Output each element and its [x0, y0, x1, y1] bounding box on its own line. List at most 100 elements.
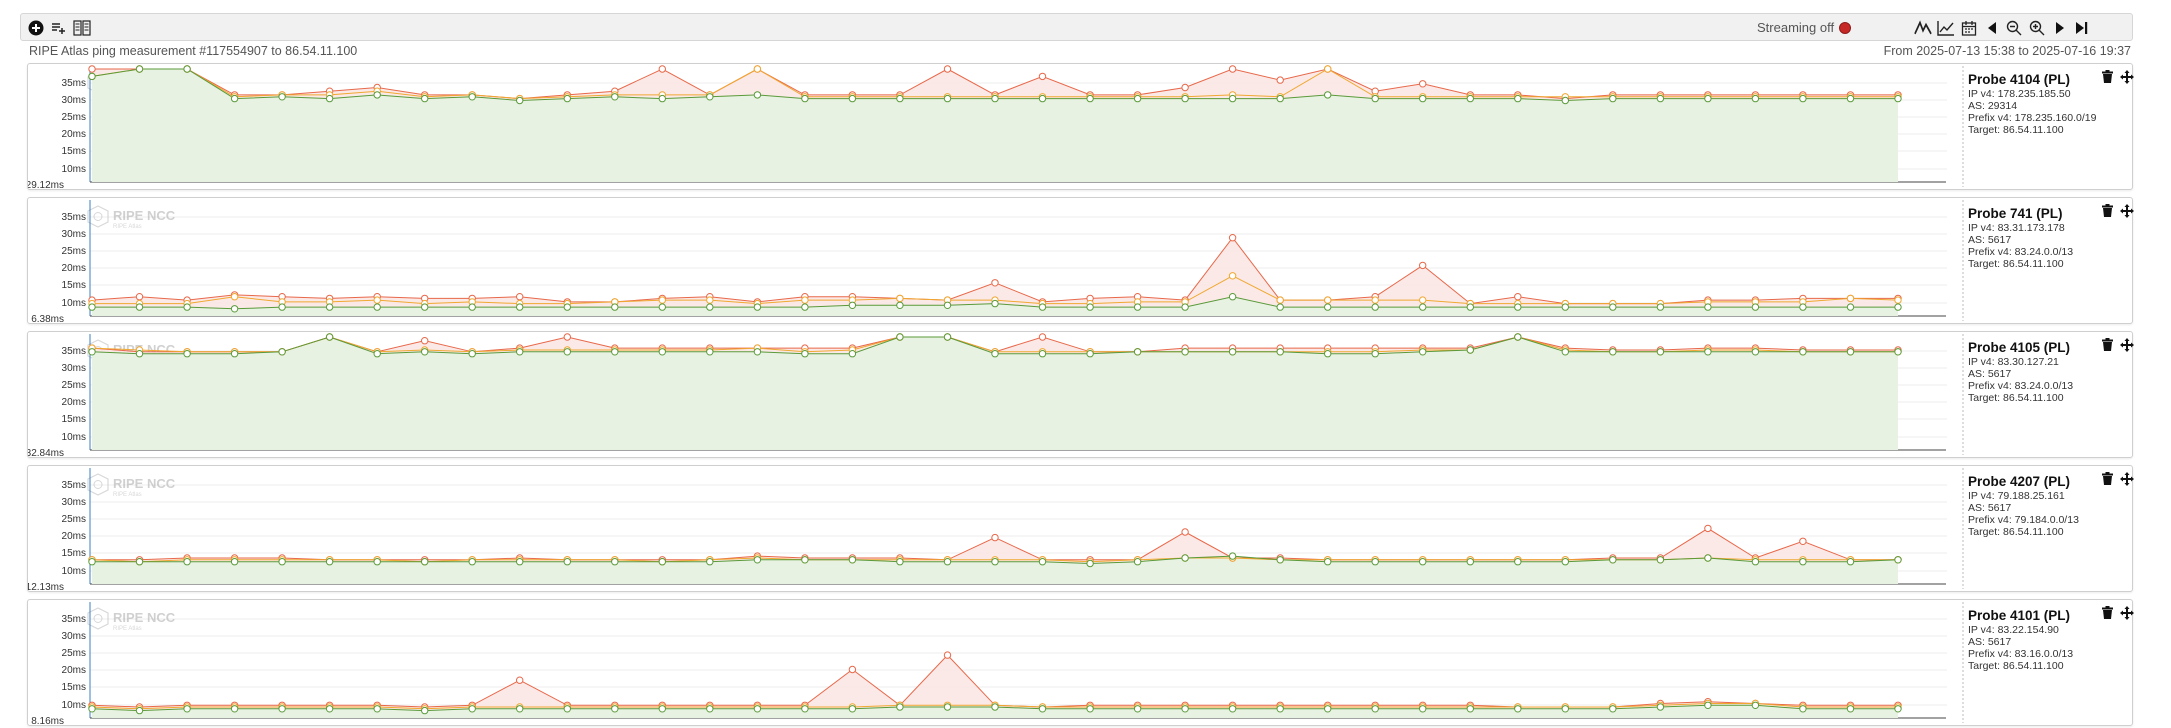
data-point-min[interactable]	[183, 303, 191, 311]
data-point-min[interactable]	[373, 303, 381, 311]
data-point-avg[interactable]	[373, 296, 381, 304]
data-point-avg[interactable]	[658, 296, 666, 304]
data-point-min[interactable]	[706, 558, 714, 566]
data-point-min[interactable]	[896, 558, 904, 566]
data-point-min[interactable]	[1038, 350, 1047, 358]
data-point-avg[interactable]	[753, 65, 762, 73]
data-point-max[interactable]	[991, 279, 999, 287]
data-point-min[interactable]	[706, 705, 714, 713]
data-point-min[interactable]	[1894, 556, 1902, 564]
data-point-min[interactable]	[1086, 94, 1094, 103]
data-point-min[interactable]	[88, 72, 96, 81]
data-point-min[interactable]	[468, 93, 476, 101]
data-point-min[interactable]	[1181, 94, 1189, 103]
data-point-min[interactable]	[1514, 558, 1522, 566]
data-point-min[interactable]	[801, 705, 809, 713]
data-point-min[interactable]	[421, 706, 429, 715]
data-point-min[interactable]	[753, 303, 762, 311]
data-point-max[interactable]	[1276, 76, 1284, 84]
data-point-min[interactable]	[278, 93, 286, 101]
data-point-min[interactable]	[1371, 303, 1379, 311]
data-point-min[interactable]	[421, 303, 429, 311]
calendar-icon[interactable]	[1958, 17, 1980, 39]
data-point-min[interactable]	[1704, 303, 1712, 311]
data-point-min[interactable]	[1419, 94, 1427, 103]
data-point-avg[interactable]	[1371, 296, 1379, 304]
data-point-min[interactable]	[1799, 348, 1807, 356]
data-point-min[interactable]	[88, 303, 96, 311]
data-point-min[interactable]	[421, 94, 429, 103]
data-point-min[interactable]	[943, 333, 952, 341]
data-point-max[interactable]	[1419, 80, 1427, 88]
data-point-min[interactable]	[1276, 303, 1284, 311]
arrow-left-icon[interactable]	[1981, 17, 2003, 39]
data-point-avg[interactable]	[1846, 294, 1855, 303]
data-point-min[interactable]	[1846, 705, 1855, 713]
data-point-max[interactable]	[943, 65, 952, 73]
data-point-min[interactable]	[1181, 705, 1189, 713]
data-point-min[interactable]	[943, 558, 952, 566]
zoom-out-icon[interactable]	[2003, 17, 2025, 39]
data-point-min[interactable]	[1561, 705, 1570, 713]
data-point-min[interactable]	[1228, 348, 1237, 356]
data-point-min[interactable]	[563, 348, 571, 356]
data-point-min[interactable]	[1371, 94, 1379, 103]
data-point-min[interactable]	[1276, 705, 1284, 713]
data-point-min[interactable]	[658, 348, 666, 356]
data-point-min[interactable]	[658, 303, 666, 311]
data-point-avg[interactable]	[1276, 296, 1284, 304]
data-point-min[interactable]	[1704, 94, 1712, 103]
data-point-min[interactable]	[135, 706, 144, 715]
data-point-min[interactable]	[1894, 348, 1902, 356]
data-point-min[interactable]	[1609, 556, 1617, 564]
data-point-min[interactable]	[1133, 558, 1142, 566]
data-point-min[interactable]	[1228, 94, 1237, 103]
data-point-max[interactable]	[563, 333, 571, 341]
data-point-min[interactable]	[230, 305, 239, 313]
data-point-min[interactable]	[563, 705, 571, 713]
data-point-min[interactable]	[943, 301, 952, 310]
data-point-max[interactable]	[88, 65, 96, 73]
data-point-min[interactable]	[848, 94, 857, 103]
data-point-min[interactable]	[943, 94, 952, 103]
data-point-min[interactable]	[896, 703, 904, 711]
data-point-min[interactable]	[1038, 705, 1047, 713]
data-point-min[interactable]	[801, 556, 809, 564]
data-point-min[interactable]	[1751, 558, 1760, 566]
data-point-min[interactable]	[88, 348, 96, 356]
data-point-min[interactable]	[848, 705, 857, 713]
add-circle-icon[interactable]	[25, 17, 47, 39]
data-point-avg[interactable]	[1324, 65, 1332, 73]
data-point-min[interactable]	[1846, 94, 1855, 103]
data-point-min[interactable]	[278, 705, 286, 713]
data-point-min[interactable]	[1609, 705, 1617, 713]
data-point-min[interactable]	[1133, 94, 1142, 103]
move-icon[interactable]	[2120, 70, 2134, 89]
data-point-avg[interactable]	[1419, 296, 1427, 304]
data-point-min[interactable]	[1181, 303, 1189, 311]
data-point-min[interactable]	[943, 703, 952, 711]
data-point-min[interactable]	[516, 705, 524, 713]
data-point-min[interactable]	[896, 94, 904, 103]
data-point-max[interactable]	[516, 293, 524, 301]
data-point-min[interactable]	[135, 558, 144, 566]
trash-icon[interactable]	[2102, 70, 2113, 88]
data-point-min[interactable]	[1324, 91, 1332, 99]
data-point-min[interactable]	[230, 705, 239, 713]
data-point-min[interactable]	[373, 91, 381, 99]
data-point-min[interactable]	[611, 558, 619, 566]
data-point-max[interactable]	[516, 676, 524, 684]
data-point-min[interactable]	[706, 348, 714, 356]
data-point-min[interactable]	[1324, 558, 1332, 566]
data-point-avg[interactable]	[801, 296, 809, 304]
move-icon[interactable]	[2120, 472, 2134, 491]
data-point-min[interactable]	[1894, 94, 1902, 103]
data-point-min[interactable]	[1228, 293, 1237, 301]
data-point-max[interactable]	[1181, 83, 1189, 92]
data-point-min[interactable]	[516, 96, 524, 105]
data-point-min[interactable]	[1751, 348, 1760, 356]
